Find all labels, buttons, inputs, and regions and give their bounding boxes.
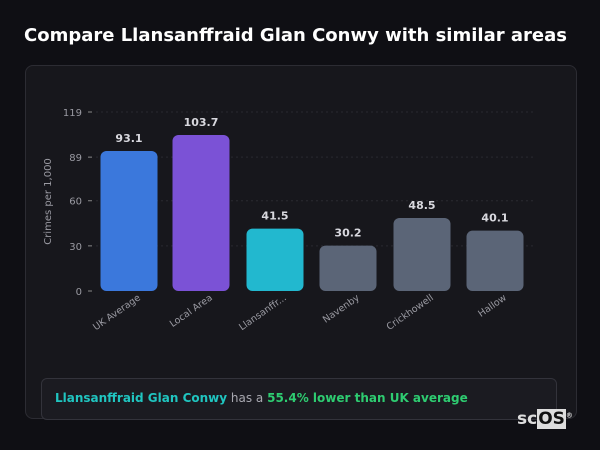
summary-box: Llansanffraid Glan Conwy has a 55.4% low… <box>41 378 557 420</box>
bar-chart: 0 30 60 89 119 Crimes per 1,000 93.1 UK Average… <box>43 108 536 333</box>
bar <box>393 218 451 291</box>
x-tick-label: UK Average <box>91 292 143 333</box>
y-tick-label: 30 <box>69 242 82 253</box>
summary-middle: has a <box>227 391 268 405</box>
bar-value-label: 93.1 <box>115 132 142 145</box>
bar-value-label: 30.2 <box>334 227 361 240</box>
bar <box>100 150 158 291</box>
summary-area: Llansanffraid Glan Conwy <box>55 391 228 405</box>
bar <box>172 135 230 291</box>
summary-comparison: 55.4% lower than UK average <box>267 391 468 405</box>
x-tick-label: Navenby <box>321 292 362 325</box>
page-title: Compare Llansanffraid Glan Conwy with si… <box>24 25 567 46</box>
bar <box>246 228 304 291</box>
chart-card: 0 30 60 89 119 Crimes per 1,000 93.1 UK Average… <box>25 65 577 419</box>
bar-value-label: 103.7 <box>184 116 219 129</box>
y-tick-label: 119 <box>63 108 82 119</box>
bar <box>466 230 524 291</box>
y-tick-label: 89 <box>69 153 82 164</box>
x-tick-label: Crickhowell <box>385 292 436 332</box>
x-tick-label: Local Area <box>168 292 215 329</box>
y-tick-label: 60 <box>69 197 82 208</box>
x-tick-label: Llansanffr... <box>237 292 289 333</box>
bar-value-label: 48.5 <box>408 199 435 212</box>
x-tick-label: Hallow <box>476 292 509 319</box>
bar-value-label: 40.1 <box>481 212 508 225</box>
bar-value-label: 41.5 <box>261 210 288 223</box>
bar <box>319 245 377 291</box>
y-tick-label: 0 <box>76 287 82 298</box>
scos-logo: scOS® <box>517 409 573 429</box>
y-axis-label: Crimes per 1,000 <box>43 158 54 245</box>
